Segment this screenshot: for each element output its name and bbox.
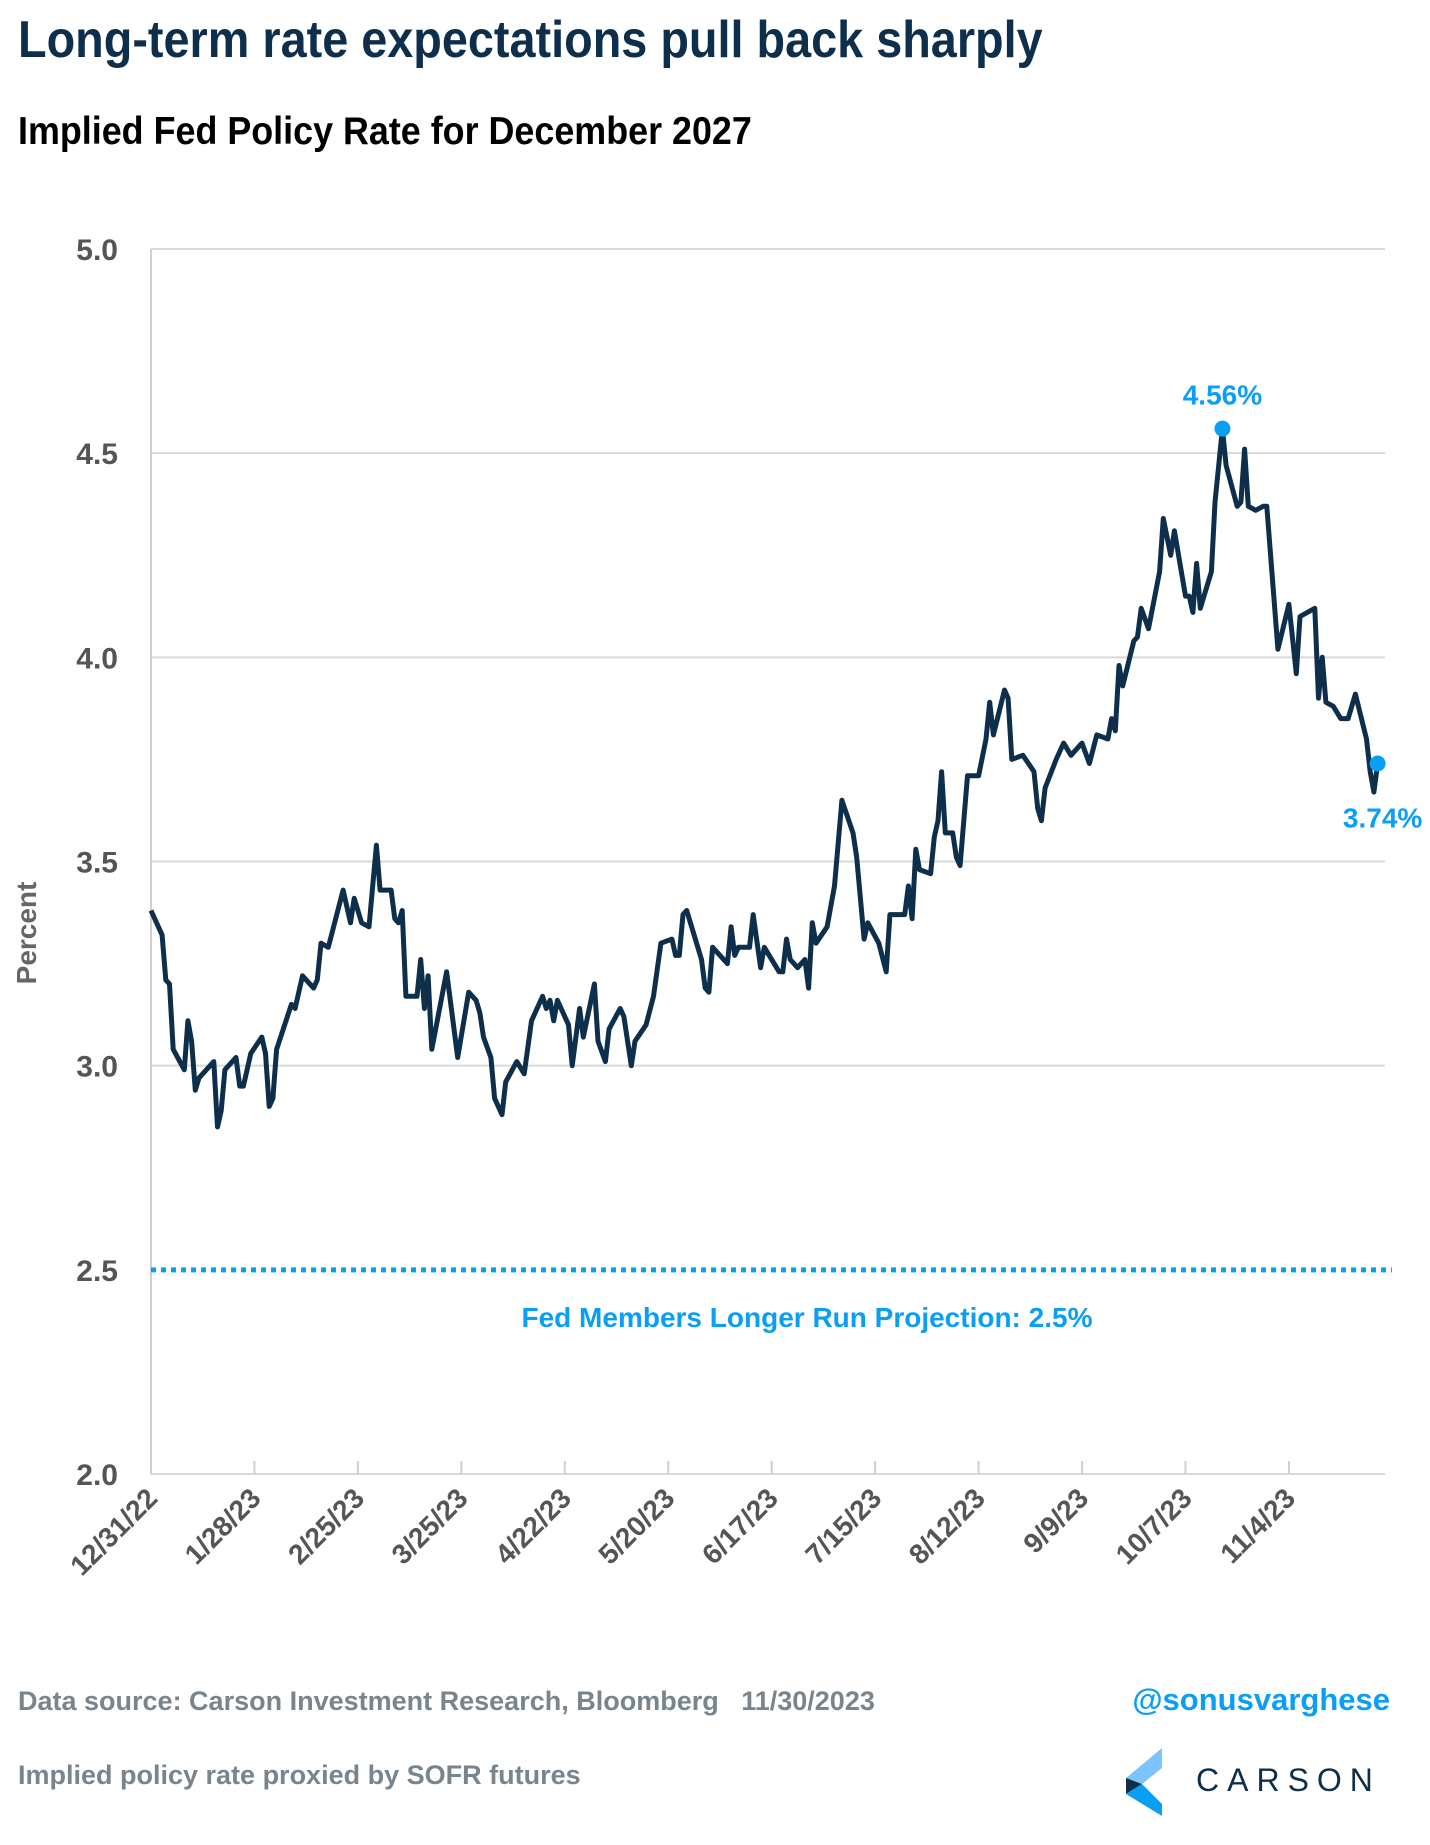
y-tick-label: 2.5 [76, 1255, 118, 1288]
annotation-point [1369, 755, 1386, 772]
x-tick-label: 3/25/23 [386, 1482, 474, 1570]
y-tick-label: 5.0 [76, 234, 118, 267]
carson-logo-text: CARSON [1196, 1762, 1381, 1798]
y-tick-label: 3.0 [76, 1051, 118, 1084]
x-tick-label: 6/17/23 [696, 1482, 784, 1570]
x-tick-label: 12/31/22 [64, 1482, 163, 1581]
x-tick-label: 1/28/23 [179, 1482, 267, 1570]
annotation-label: 4.56% [1183, 380, 1262, 411]
x-tick-label: 7/15/23 [799, 1482, 887, 1570]
x-tick-label: 2/25/23 [282, 1482, 370, 1570]
y-tick-label: 4.0 [76, 642, 118, 675]
x-tick-label: 10/7/23 [1110, 1482, 1198, 1570]
chart-subtitle: Implied Fed Policy Rate for December 202… [18, 110, 752, 153]
footnote-text: Implied policy rate proxied by SOFR futu… [18, 1760, 581, 1790]
x-tick-label: 9/9/23 [1017, 1482, 1094, 1559]
x-tick-label: 8/12/23 [903, 1482, 991, 1570]
carson-logo-icon [1126, 1748, 1162, 1816]
annotations: 4.56% 3.74% [1183, 380, 1423, 834]
y-tick-label: 4.5 [76, 438, 118, 471]
x-tick-label: 5/20/23 [593, 1482, 681, 1570]
x-tick-label: 11/4/23 [1214, 1482, 1301, 1569]
series-line [148, 426, 1381, 1130]
y-tick-label: 2.0 [76, 1459, 118, 1492]
annotation-point [1214, 420, 1231, 437]
y-axis-label: Percent [11, 882, 42, 985]
gridlines [151, 248, 1385, 1067]
x-tick-labels: 12/31/22 1/28/23 2/25/23 3/25/23 4/22/23 5/20… [64, 1461, 1301, 1581]
y-tick-labels: 5.0 4.5 4.0 3.5 3.0 2.5 2.0 [76, 234, 118, 1492]
line-chart: 5.0 4.5 4.0 3.5 3.0 2.5 2.0 12/31/22 1/28/23 2/2… [11, 234, 1423, 1581]
chart-title: Long-term rate expectations pull back sh… [18, 11, 1043, 69]
reference-line-label: Fed Members Longer Run Projection: 2.5% [522, 1302, 1093, 1333]
data-source-text: Data source: Carson Investment Research,… [18, 1686, 875, 1716]
twitter-handle: @sonusvarghese [1132, 1682, 1390, 1717]
annotation-label: 3.74% [1343, 803, 1422, 834]
y-tick-label: 3.5 [76, 847, 118, 880]
x-tick-label: 4/22/23 [489, 1482, 577, 1570]
